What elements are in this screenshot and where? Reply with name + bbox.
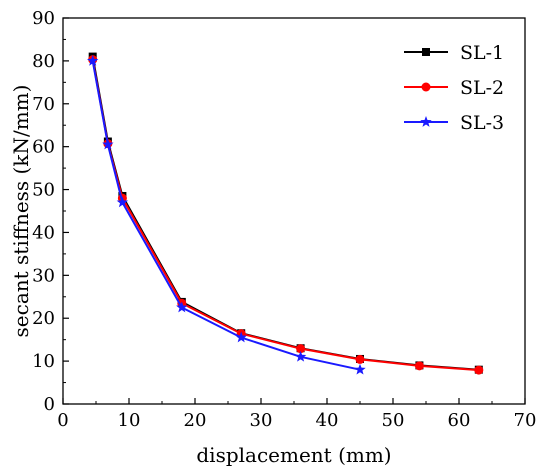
x-tick-label: 60 xyxy=(448,410,471,431)
series-sl-1 xyxy=(89,53,483,374)
x-axis: 0 10 20 30 40 50 60 70 xyxy=(57,398,536,431)
legend-label: SL-1 xyxy=(460,42,504,64)
y-tick-label: 30 xyxy=(32,265,55,286)
y-tick-label: 10 xyxy=(32,351,55,372)
x-tick-label: 40 xyxy=(316,410,339,431)
data-point xyxy=(415,361,424,370)
legend-label: SL-2 xyxy=(460,77,504,99)
x-tick-label: 0 xyxy=(57,410,68,431)
y-tick-label: 50 xyxy=(32,180,55,201)
legend-marker xyxy=(420,116,431,127)
y-axis-title: secant stiffness (kN/mm) xyxy=(9,85,33,338)
y-tick-label: 60 xyxy=(32,137,55,158)
y-tick-label: 90 xyxy=(32,8,55,29)
legend-label: SL-3 xyxy=(460,112,504,134)
y-tick-label: 0 xyxy=(44,394,55,415)
y-tick-label: 80 xyxy=(32,51,55,72)
series-line-sl-2 xyxy=(93,60,479,371)
legend-marker xyxy=(422,83,431,92)
x-tick-label: 70 xyxy=(514,410,537,431)
x-axis-title: displacement (mm) xyxy=(196,443,391,467)
x-tick-label: 10 xyxy=(118,410,141,431)
series-line-sl-1 xyxy=(93,57,479,370)
legend-marker xyxy=(422,48,430,56)
y-tick-label: 40 xyxy=(32,222,55,243)
series-sl-2 xyxy=(88,55,483,375)
legend: SL-1 SL-2 SL-3 xyxy=(404,42,504,134)
x-tick-label: 20 xyxy=(184,410,207,431)
x-tick-label: 30 xyxy=(250,410,273,431)
data-point xyxy=(474,366,483,375)
series-layer xyxy=(87,53,483,375)
data-point xyxy=(295,351,306,362)
y-tick-label: 20 xyxy=(32,308,55,329)
data-point xyxy=(356,355,365,364)
data-point xyxy=(354,364,365,375)
y-tick-label: 70 xyxy=(32,94,55,115)
x-tick-label: 50 xyxy=(382,410,405,431)
